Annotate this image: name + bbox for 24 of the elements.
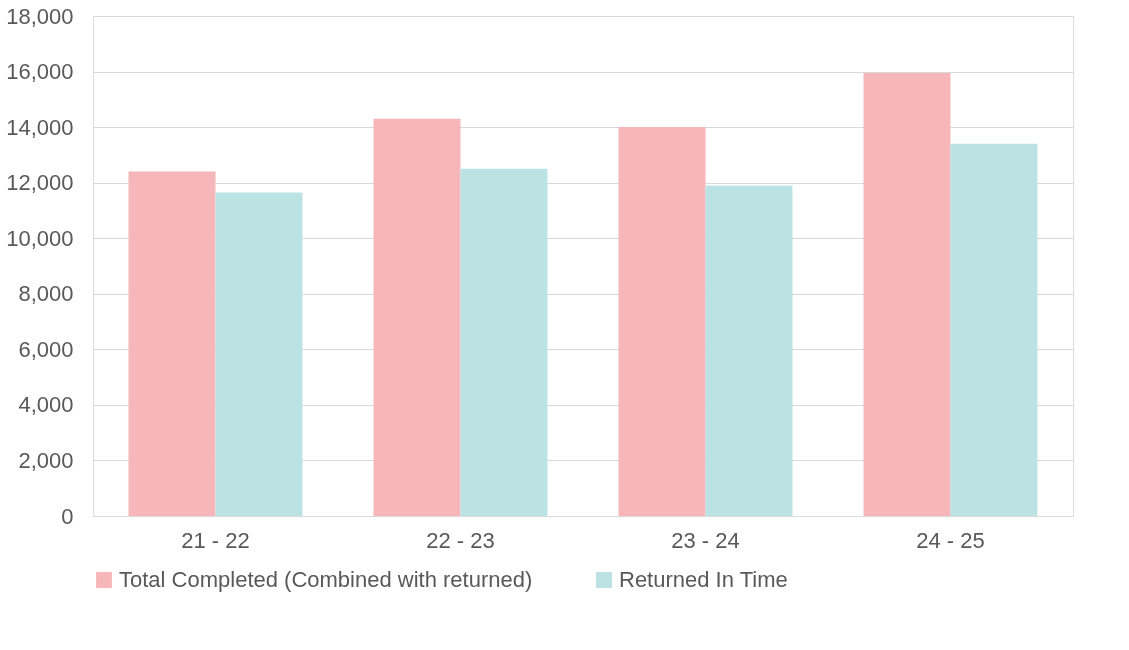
x-tick-label: 21 - 22 bbox=[181, 527, 250, 553]
bar bbox=[705, 185, 793, 516]
bar bbox=[618, 127, 706, 516]
y-tick-label: 4,000 bbox=[18, 392, 74, 418]
y-tick-label: 8,000 bbox=[18, 281, 74, 307]
y-tick-label: 14,000 bbox=[6, 114, 74, 140]
y-tick-label: 10,000 bbox=[6, 225, 74, 251]
bar bbox=[128, 171, 216, 516]
bar bbox=[863, 72, 951, 516]
x-tick-label: 23 - 24 bbox=[671, 527, 740, 553]
legend-label: Total Completed (Combined with returned) bbox=[119, 567, 533, 592]
bar bbox=[460, 168, 548, 516]
legend-label: Returned In Time bbox=[619, 567, 788, 592]
bar bbox=[373, 118, 461, 516]
y-tick-label: 18,000 bbox=[6, 3, 74, 29]
y-tick-label: 2,000 bbox=[18, 447, 74, 473]
y-tick-label: 6,000 bbox=[18, 336, 74, 362]
x-tick-label: 22 - 23 bbox=[426, 527, 495, 553]
y-tick-label: 12,000 bbox=[6, 170, 74, 196]
x-tick-label: 24 - 25 bbox=[916, 527, 985, 553]
bar bbox=[215, 192, 303, 516]
bar bbox=[950, 143, 1038, 516]
y-tick-label: 0 bbox=[61, 503, 74, 529]
y-tick-label: 16,000 bbox=[6, 59, 74, 85]
